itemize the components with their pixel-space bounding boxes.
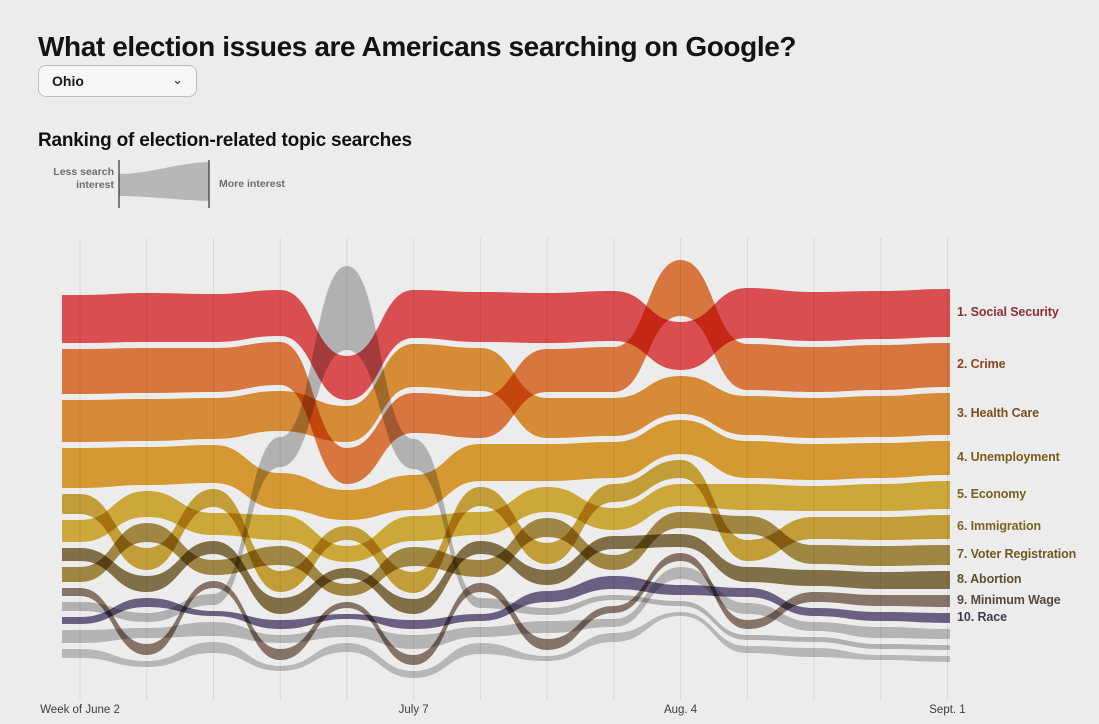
- topic-label-10: 10. Race: [957, 610, 1007, 624]
- stream-minimum-wage: [62, 553, 950, 665]
- stream-economy: [62, 481, 950, 562]
- legend-funnel-icon: [118, 160, 210, 208]
- x-tick-july-7: July 7: [398, 704, 429, 716]
- topic-label-5: 5. Economy: [957, 487, 1027, 501]
- topic-label-6: 6. Immigration: [957, 519, 1042, 533]
- legend-less-label: Less search interest: [53, 166, 114, 192]
- state-dropdown[interactable]: Ohio ⌄: [38, 65, 197, 97]
- topic-label-4: 4. Unemployment: [957, 450, 1060, 464]
- stream-unranked-topic-mid: [62, 567, 950, 649]
- x-tick-sept-1: Sept. 1: [929, 704, 966, 716]
- x-tick-week-of-june-2: Week of June 2: [40, 704, 120, 716]
- topic-label-2: 2. Crime: [957, 357, 1006, 371]
- stream-unranked-topic-low: [62, 612, 950, 678]
- stream-social-security: [62, 288, 950, 400]
- x-tick-aug-4: Aug. 4: [663, 704, 698, 716]
- stream-unemployment: [62, 420, 950, 520]
- page-title: What election issues are Americans searc…: [38, 30, 797, 62]
- stream-crime: [62, 260, 950, 484]
- chart-subtitle: Ranking of election-related topic search…: [38, 129, 412, 151]
- topic-label-7: 7. Voter Registration: [957, 547, 1077, 561]
- topic-label-8: 8. Abortion: [957, 572, 1022, 586]
- topic-label-9: 9. Minimum Wage: [957, 593, 1061, 607]
- chevron-down-icon: ⌄: [172, 71, 183, 87]
- state-dropdown-value: Ohio: [52, 73, 84, 89]
- stream-race: [62, 576, 950, 629]
- topic-label-3: 3. Health Care: [957, 406, 1039, 420]
- legend-more-label: More interest: [219, 178, 285, 190]
- topic-label-1: 1. Social Security: [957, 305, 1059, 319]
